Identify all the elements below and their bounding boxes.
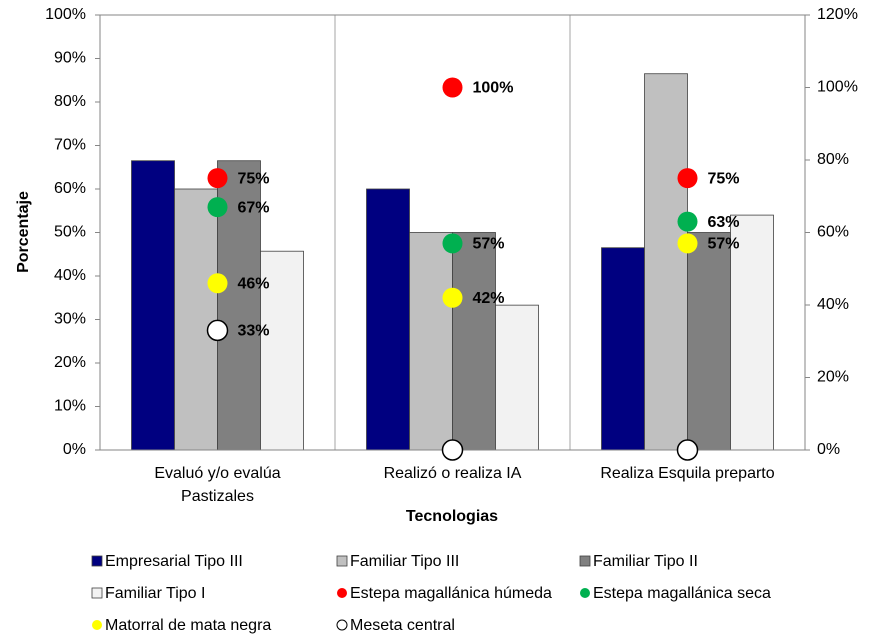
- y2-tick-label: 100%: [817, 79, 858, 96]
- data-label: 33%: [238, 323, 270, 340]
- legend-label: Familiar Tipo II: [593, 553, 698, 570]
- y2-tick-label: 80%: [817, 151, 849, 168]
- legend-swatch: [336, 619, 348, 631]
- bar: [644, 73, 688, 451]
- x-tick-label: Realizó o realiza IA: [384, 465, 522, 482]
- legend-label: Empresarial Tipo III: [105, 553, 243, 570]
- y2-tick-label: 120%: [817, 6, 858, 23]
- data-label: 75%: [708, 170, 740, 187]
- y-tick-label: 50%: [54, 224, 86, 241]
- y2-tick-label: 20%: [817, 369, 849, 386]
- y-tick-label: 90%: [54, 50, 86, 67]
- bar: [174, 188, 218, 451]
- y-tick-label: 70%: [54, 137, 86, 154]
- data-label: 57%: [708, 236, 740, 253]
- legend-label: Familiar Tipo I: [105, 585, 205, 602]
- data-label: 63%: [708, 214, 740, 231]
- legend-label: Matorral de mata negra: [105, 617, 271, 634]
- legend-swatch: [91, 555, 103, 567]
- x-axis-title: Tecnologias: [406, 508, 498, 525]
- point: [676, 439, 699, 461]
- data-label: 67%: [238, 199, 270, 216]
- point: [207, 168, 228, 189]
- bar: [687, 232, 731, 451]
- y-tick-label: 100%: [45, 6, 86, 23]
- legend-swatch: [337, 588, 347, 598]
- legend-swatch: [91, 587, 103, 599]
- legend-label: Meseta central: [350, 617, 455, 634]
- x-tick-label: Realiza Esquila preparto: [600, 465, 774, 482]
- legend-swatch: [92, 620, 102, 630]
- y-tick-label: 20%: [54, 354, 86, 371]
- legend-swatch: [579, 555, 591, 567]
- point: [677, 233, 698, 254]
- y-axis-title: Porcentaje: [15, 191, 32, 273]
- y-tick-label: 40%: [54, 267, 86, 284]
- bar: [495, 304, 539, 451]
- point: [441, 439, 464, 461]
- data-label: 42%: [473, 290, 505, 307]
- legend-swatch: [580, 588, 590, 598]
- y2-tick-label: 0%: [817, 441, 840, 458]
- point: [207, 197, 228, 218]
- point: [442, 233, 463, 254]
- point: [677, 168, 698, 189]
- bar: [260, 250, 304, 451]
- legend-swatch: [336, 555, 348, 567]
- bar: [366, 188, 410, 451]
- data-label: 75%: [238, 170, 270, 187]
- bar: [601, 247, 645, 451]
- legend-label: Estepa magallánica seca: [593, 585, 771, 602]
- x-tick-label: Pastizales: [181, 488, 254, 505]
- bar: [131, 160, 175, 451]
- point: [677, 211, 698, 232]
- data-label: 46%: [238, 275, 270, 292]
- point: [442, 77, 463, 98]
- y2-tick-label: 40%: [817, 296, 849, 313]
- point: [206, 319, 229, 342]
- y2-tick-label: 60%: [817, 224, 849, 241]
- y-tick-label: 80%: [54, 93, 86, 110]
- x-tick-label: Evaluó y/o evalúa: [154, 465, 280, 482]
- y-tick-label: 10%: [54, 398, 86, 415]
- bar: [730, 214, 774, 451]
- data-label: 57%: [473, 236, 505, 253]
- legend-label: Familiar Tipo III: [350, 553, 459, 570]
- bar: [452, 232, 496, 451]
- y-tick-label: 60%: [54, 180, 86, 197]
- bar: [409, 232, 453, 451]
- y-tick-label: 0%: [63, 441, 86, 458]
- legend-label: Estepa magallánica húmeda: [350, 585, 552, 602]
- point: [442, 287, 463, 308]
- y-tick-label: 30%: [54, 311, 86, 328]
- point: [207, 273, 228, 294]
- data-label: 100%: [473, 80, 514, 97]
